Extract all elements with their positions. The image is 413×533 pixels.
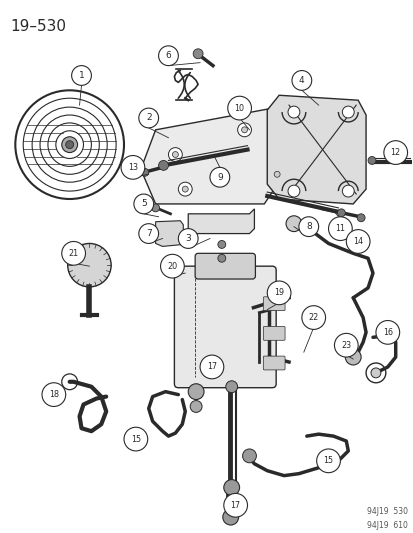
- Circle shape: [356, 214, 364, 222]
- Circle shape: [375, 320, 399, 344]
- Text: 17: 17: [230, 501, 240, 510]
- Circle shape: [225, 381, 237, 393]
- Circle shape: [367, 157, 375, 164]
- Circle shape: [287, 106, 299, 118]
- Text: 5: 5: [140, 199, 146, 208]
- FancyBboxPatch shape: [174, 266, 275, 387]
- Circle shape: [217, 254, 225, 262]
- Text: 15: 15: [131, 434, 140, 443]
- Circle shape: [71, 66, 91, 85]
- Circle shape: [301, 306, 325, 329]
- Circle shape: [66, 141, 74, 149]
- Text: 21: 21: [69, 249, 78, 258]
- Polygon shape: [267, 95, 365, 204]
- Text: 7: 7: [145, 229, 151, 238]
- Circle shape: [158, 160, 168, 171]
- Circle shape: [160, 254, 184, 278]
- Text: 94J19  610: 94J19 610: [366, 521, 406, 530]
- Circle shape: [270, 167, 283, 181]
- Circle shape: [237, 123, 251, 137]
- Circle shape: [337, 209, 344, 217]
- Circle shape: [199, 355, 223, 379]
- Text: 94J19  530: 94J19 530: [366, 507, 406, 516]
- Circle shape: [291, 70, 311, 90]
- Circle shape: [267, 281, 290, 305]
- Circle shape: [287, 185, 299, 197]
- Circle shape: [342, 106, 354, 118]
- Circle shape: [298, 217, 318, 237]
- Text: 6: 6: [165, 51, 171, 60]
- Text: 13: 13: [128, 163, 138, 172]
- Text: 15: 15: [323, 456, 333, 465]
- Circle shape: [158, 46, 178, 66]
- Text: 10: 10: [234, 103, 244, 112]
- Circle shape: [334, 333, 357, 357]
- Circle shape: [124, 427, 147, 451]
- Text: 4: 4: [298, 76, 304, 85]
- Circle shape: [227, 96, 251, 120]
- Text: 20: 20: [167, 262, 177, 271]
- Circle shape: [383, 141, 406, 164]
- Text: 16: 16: [382, 328, 392, 337]
- Circle shape: [328, 217, 351, 240]
- Text: 1: 1: [78, 71, 84, 80]
- Polygon shape: [188, 209, 254, 233]
- Circle shape: [168, 148, 182, 161]
- FancyBboxPatch shape: [263, 297, 285, 311]
- Circle shape: [273, 171, 280, 177]
- Circle shape: [121, 156, 145, 179]
- Text: 19: 19: [273, 288, 283, 297]
- Text: 14: 14: [352, 237, 362, 246]
- Circle shape: [316, 449, 339, 473]
- Circle shape: [241, 127, 247, 133]
- Circle shape: [178, 182, 192, 196]
- Circle shape: [138, 224, 158, 244]
- Text: 3: 3: [185, 234, 191, 243]
- Circle shape: [242, 449, 256, 463]
- Text: 23: 23: [340, 341, 351, 350]
- Text: 8: 8: [305, 222, 311, 231]
- Circle shape: [344, 349, 360, 365]
- Circle shape: [140, 168, 148, 176]
- Circle shape: [42, 383, 66, 407]
- Circle shape: [222, 509, 238, 525]
- Circle shape: [172, 151, 178, 157]
- Text: 9: 9: [216, 173, 222, 182]
- Circle shape: [133, 194, 153, 214]
- Circle shape: [342, 185, 354, 197]
- Circle shape: [178, 229, 198, 248]
- Text: 19–530: 19–530: [10, 19, 66, 34]
- Circle shape: [345, 230, 369, 253]
- Circle shape: [209, 167, 229, 187]
- Circle shape: [62, 241, 85, 265]
- Circle shape: [190, 400, 202, 413]
- Circle shape: [182, 186, 188, 192]
- Circle shape: [223, 494, 247, 517]
- Polygon shape: [140, 105, 303, 204]
- Text: 2: 2: [145, 114, 151, 123]
- FancyBboxPatch shape: [263, 326, 285, 340]
- Circle shape: [138, 108, 158, 128]
- Text: 17: 17: [206, 362, 216, 372]
- Circle shape: [151, 204, 159, 212]
- Circle shape: [285, 216, 301, 232]
- Circle shape: [68, 244, 111, 287]
- Circle shape: [370, 368, 380, 378]
- Circle shape: [223, 480, 239, 495]
- Text: 11: 11: [335, 224, 344, 233]
- Polygon shape: [155, 221, 183, 246]
- Circle shape: [193, 49, 202, 59]
- FancyBboxPatch shape: [195, 253, 255, 279]
- Text: 12: 12: [390, 148, 400, 157]
- Circle shape: [62, 137, 77, 152]
- Circle shape: [188, 384, 204, 400]
- Circle shape: [217, 240, 225, 248]
- Text: 18: 18: [49, 390, 59, 399]
- Text: 22: 22: [308, 313, 318, 322]
- FancyBboxPatch shape: [263, 356, 285, 370]
